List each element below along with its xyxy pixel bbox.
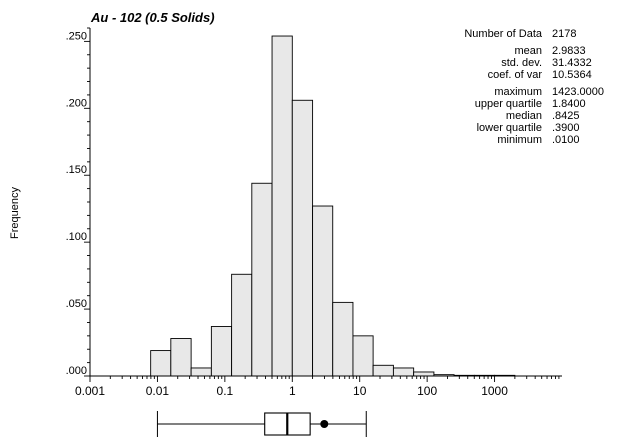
histogram-bar — [231, 273, 253, 377]
stat-label: upper quartile — [475, 98, 542, 110]
histogram-bar — [352, 335, 374, 377]
statistics-panel: Number of Data 2178 mean 2.9833 std. dev. 31.… — [464, 28, 604, 146]
histogram-bar — [392, 367, 415, 377]
x-tick-label: 0.1 — [217, 384, 234, 398]
stat-value: .3900 — [552, 122, 580, 134]
histogram-bar — [150, 350, 172, 377]
stat-value: .0100 — [552, 134, 580, 146]
histogram-bar — [413, 371, 435, 377]
histogram-bar — [251, 182, 273, 377]
stat-value: 10.5364 — [552, 69, 592, 81]
box-plot — [156, 411, 367, 437]
stat-label: lower quartile — [477, 122, 542, 134]
x-tick-label: 1000 — [481, 384, 508, 398]
histogram-bar — [372, 364, 394, 377]
histogram-bars — [150, 35, 516, 377]
stat-value: 31.4332 — [552, 57, 592, 69]
x-tick-label: 0.001 — [75, 384, 105, 398]
histogram-bar — [332, 301, 354, 377]
y-tick-label: .200 — [66, 97, 87, 109]
x-tick-label: 1 — [289, 384, 296, 398]
y-tick-label: .100 — [66, 231, 87, 243]
x-tick-label: 0.01 — [146, 384, 170, 398]
stat-value: 2.9833 — [552, 45, 586, 57]
y-tick-label: .000 — [66, 365, 87, 377]
histogram-bar — [170, 338, 192, 377]
histogram-bar — [312, 205, 334, 377]
stat-value: 1.8400 — [552, 98, 586, 110]
histogram-bar — [210, 326, 233, 377]
y-axis-label: Frequency — [9, 187, 21, 239]
x-tick-label: 100 — [417, 384, 437, 398]
stat-label: minimum — [497, 134, 542, 146]
stat-value: 2178 — [552, 28, 576, 40]
stat-value: 1423.0000 — [552, 86, 604, 98]
y-tick-label: .150 — [66, 164, 87, 176]
y-axis-ticks: .000 .050 .100 .150 .200 .250 — [66, 27, 90, 377]
x-axis-ticks: 0.001 0.01 0.1 1 10 100 1000 — [75, 376, 560, 398]
stat-label: coef. of var — [488, 69, 543, 81]
boxplot-mean-marker — [320, 420, 329, 428]
stat-value: .8425 — [552, 110, 580, 122]
x-tick-label: 10 — [353, 384, 367, 398]
y-tick-label: .250 — [66, 30, 87, 42]
histogram-bar — [190, 367, 212, 377]
stat-label: mean — [514, 45, 542, 57]
y-tick-label: .050 — [66, 298, 87, 310]
histogram-bar — [291, 99, 314, 377]
histogram-bar — [271, 35, 293, 377]
stat-label: Number of Data — [464, 28, 543, 40]
stat-label: maximum — [494, 86, 542, 98]
stat-label: median — [506, 110, 542, 122]
chart-title: Au - 102 (0.5 Solids) — [90, 10, 215, 25]
stat-label: std. dev. — [501, 57, 542, 69]
